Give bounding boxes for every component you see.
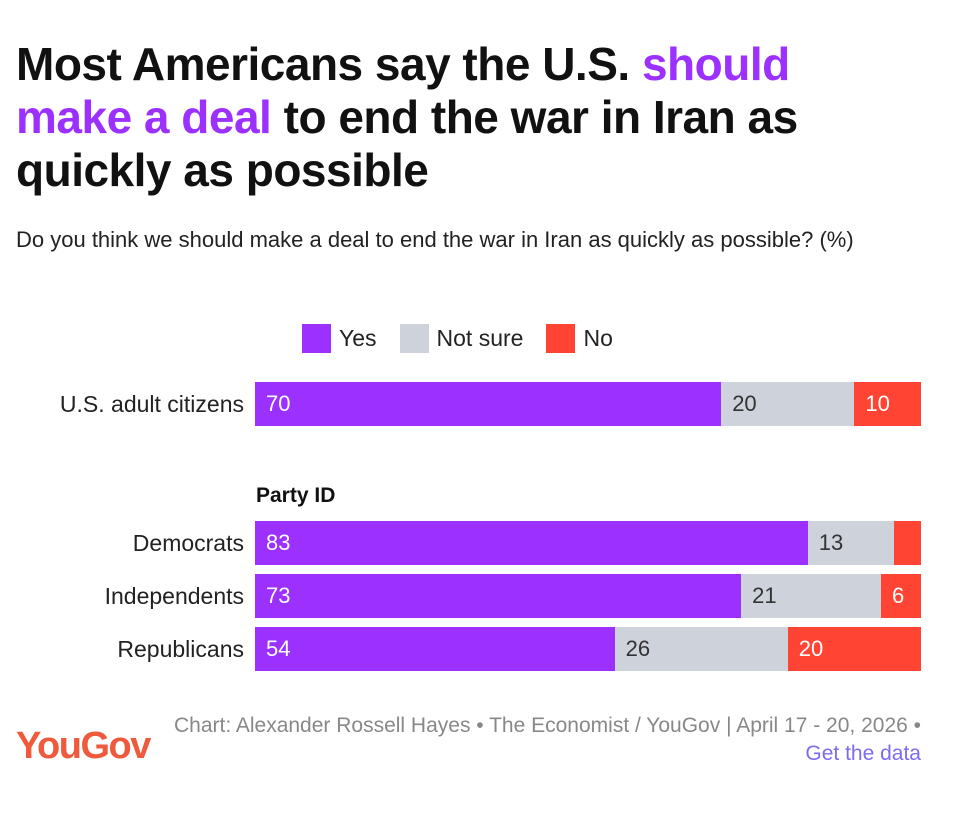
row-label-democrats: Democrats [132, 530, 244, 556]
legend-swatch-not-sure [399, 323, 429, 353]
data-label-no: 20 [798, 636, 824, 661]
bar-row-us-adults: 70 20 10 [255, 382, 921, 426]
legend-item-not-sure: Not sure [399, 323, 524, 353]
legend-item-yes: Yes [302, 323, 377, 353]
logo-you: You [16, 725, 82, 767]
bar-segment-no: 6 [881, 574, 921, 618]
bar-segment-yes: 54 [255, 627, 615, 671]
legend-label-yes: Yes [339, 324, 377, 351]
bar-row-republicans: 54 26 20 [255, 627, 921, 671]
bar-row-democrats: 83 13 [255, 521, 921, 565]
bar-segment-yes: 73 [255, 574, 742, 618]
data-label-not-sure: 13 [818, 530, 844, 555]
group-label-party-id: Party ID [256, 484, 336, 507]
title-highlight: should make a deal [16, 38, 790, 143]
data-label-yes: 70 [266, 391, 291, 416]
bar-segment-not-sure: 21 [741, 574, 882, 618]
bar-segment-yes: 83 [255, 521, 808, 565]
yougov-logo: YouGov [16, 725, 151, 767]
data-label-yes: 83 [266, 530, 291, 555]
credit-text: Chart: Alexander Rossell Hayes • The Eco… [161, 712, 921, 768]
bar-segment-not-sure: 20 [721, 382, 855, 426]
legend-label-no: No [583, 324, 613, 351]
credit-line: Chart: Alexander Rossell Hayes • The Eco… [173, 714, 921, 737]
data-label-not-sure: 21 [752, 583, 777, 608]
legend: Yes Not sure No [302, 322, 636, 354]
bar-segment-no: 20 [787, 627, 921, 671]
bar-segment-no: 10 [854, 382, 921, 426]
row-label-us-adults: U.S. adult citizens [59, 391, 244, 417]
legend-swatch-yes [302, 323, 331, 353]
row-label-republicans: Republicans [117, 636, 244, 662]
bar-segment-not-sure: 13 [807, 521, 895, 565]
row-label-independents: Independents [104, 583, 244, 609]
bar-segment-not-sure: 26 [614, 627, 788, 671]
data-label-yes: 73 [266, 583, 291, 608]
data-label-not-sure: 26 [625, 636, 651, 661]
legend-item-no: No [546, 323, 613, 353]
logo-gov: Gov [80, 725, 151, 767]
data-label-no: 10 [865, 391, 890, 416]
legend-swatch-no [546, 323, 576, 353]
bar-row-independents: 73 21 6 [255, 574, 921, 618]
data-label-no: 6 [892, 583, 905, 608]
get-the-data-link[interactable]: Get the data [805, 742, 921, 765]
data-label-not-sure: 20 [732, 391, 757, 416]
data-label-yes: 54 [266, 636, 291, 661]
footer: YouGov Chart: Alexander Rossell Hayes • … [16, 712, 921, 772]
bar-segment-no [894, 521, 921, 565]
title-part1: Most Americans say the U.S. [16, 38, 630, 90]
chart-title: Most Americans say the U.S. should make … [16, 38, 916, 197]
legend-label-not-sure: Not sure [436, 324, 524, 351]
chart-subtitle: Do you think we should make a deal to en… [16, 227, 854, 252]
bar-segment-yes: 70 [255, 382, 722, 426]
title-part2: to end the war in Iran as quickly as pos… [16, 91, 798, 196]
